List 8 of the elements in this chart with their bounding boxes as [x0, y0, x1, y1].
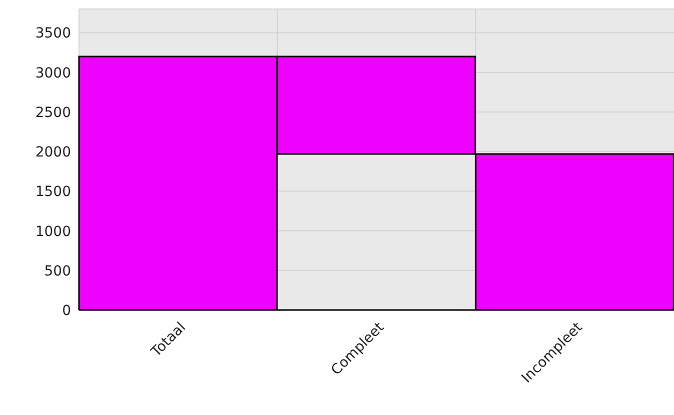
- y-tick-label: 1000: [35, 224, 71, 240]
- y-tick-label: 3000: [35, 65, 71, 82]
- y-tick-label: 2500: [35, 104, 71, 121]
- y-tick-label: 0: [62, 302, 71, 319]
- y-tick-label: 1500: [35, 184, 71, 200]
- y-tick-label: 500: [44, 263, 71, 280]
- y-tick-label: 2000: [35, 144, 71, 161]
- y-tick-label: 3500: [35, 26, 71, 42]
